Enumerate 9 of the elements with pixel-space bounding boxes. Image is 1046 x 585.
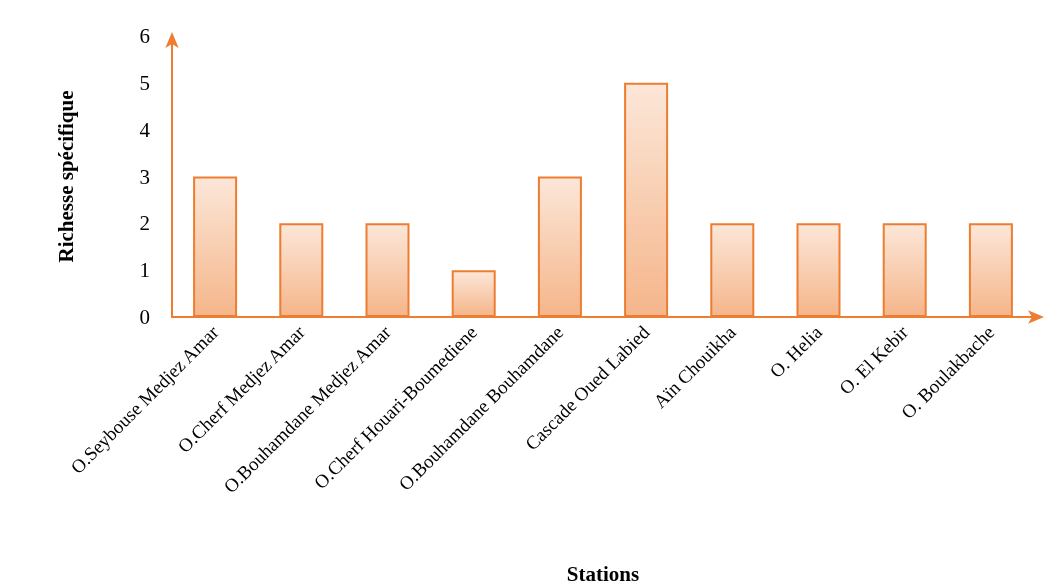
- x-axis-title: Stations: [566, 561, 640, 585]
- y-tick-label: 6: [139, 24, 150, 48]
- y-tick-label: 4: [139, 117, 151, 142]
- y-tick-label: 1: [139, 258, 150, 283]
- y-axis-title: Richesse spécifique: [53, 90, 78, 263]
- y-tick-label: 3: [139, 164, 150, 189]
- y-tick-label: 0: [139, 305, 150, 329]
- y-tick-label: 5: [139, 70, 150, 95]
- y-tick-label: 2: [139, 211, 150, 236]
